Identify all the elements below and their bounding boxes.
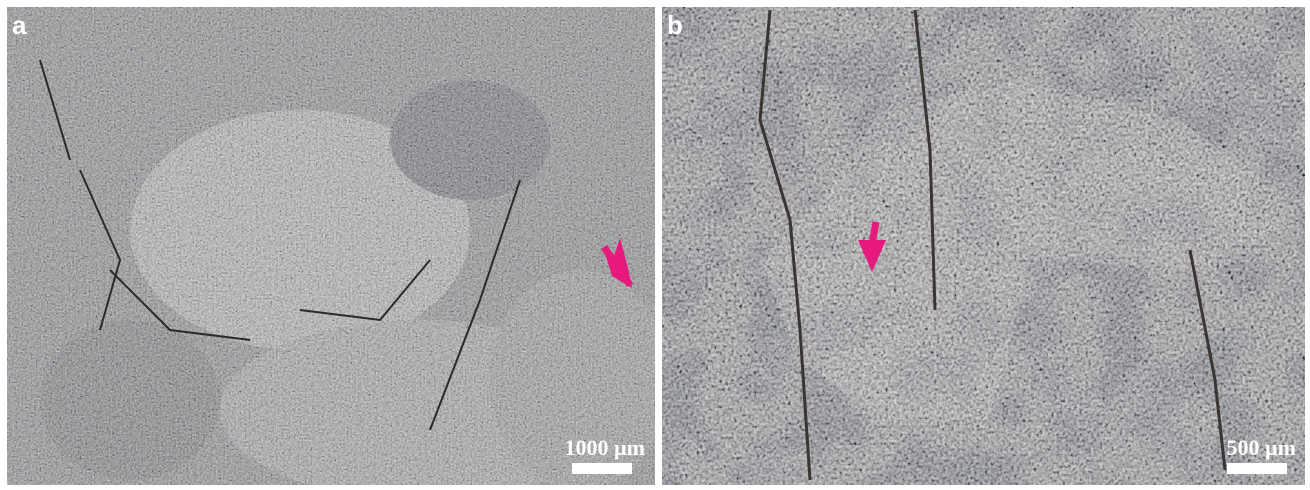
panel-b — [662, 7, 1305, 485]
scale-bar — [1227, 463, 1287, 474]
panel-a — [7, 7, 670, 490]
panel-label: b — [667, 10, 683, 40]
scale-bar-label: 500 µm — [1226, 435, 1296, 460]
page: a b 1000 µm 500 µm (() => { const data =… — [0, 0, 1310, 490]
grain-texture — [662, 7, 1305, 485]
arrow-shaft — [871, 222, 876, 250]
scale-bar-label: 1000 µm — [564, 435, 645, 460]
grain-texture — [7, 7, 655, 485]
scale-bar — [572, 463, 632, 474]
panel-label: a — [12, 10, 27, 40]
figure: a b 1000 µm 500 µm — [0, 0, 1310, 490]
